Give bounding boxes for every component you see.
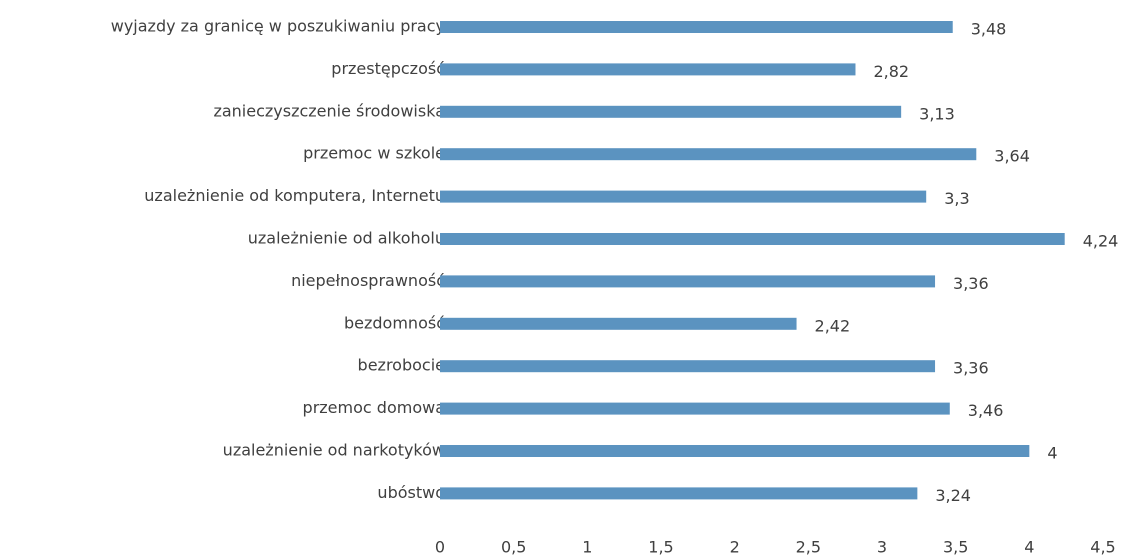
bar	[440, 21, 953, 33]
bar	[440, 317, 797, 330]
x-tick-label: 4,5	[1090, 538, 1115, 557]
bar	[440, 233, 1065, 245]
x-tick-label: 1	[582, 538, 592, 557]
y-tick-label: bezdomność	[344, 313, 445, 332]
x-tick-label: 3	[877, 538, 887, 557]
bar	[440, 487, 918, 500]
y-tick-label: wyjazdy za granicę w poszukiwaniu pracy	[111, 17, 445, 36]
y-tick-label: przemoc domowa	[303, 398, 445, 417]
bar	[440, 190, 927, 203]
data-label: 3,13	[919, 104, 955, 123]
x-tick-label: 1,5	[648, 538, 673, 557]
data-label: 3,3	[944, 189, 969, 208]
bar	[440, 105, 902, 118]
data-label: 2,82	[873, 62, 909, 81]
x-tick-label: 4	[1024, 538, 1034, 557]
data-label: 3,48	[971, 20, 1007, 39]
data-label: 3,64	[994, 147, 1030, 166]
bar	[440, 148, 977, 161]
x-tick-label: 0,5	[501, 538, 526, 557]
y-tick-label: uzależnienie od komputera, Internetu	[144, 186, 445, 205]
y-tick-label: niepełnosprawność	[291, 271, 445, 290]
y-tick-label: uzależnienie od narkotyków	[223, 441, 445, 460]
data-label: 3,24	[935, 486, 971, 505]
data-label: 4,24	[1083, 232, 1119, 251]
bar	[440, 402, 950, 415]
y-tick-label: ubóstwo	[377, 483, 445, 502]
data-label: 2,42	[815, 316, 851, 335]
x-tick-label: 2	[730, 538, 740, 557]
bar	[440, 445, 1030, 457]
data-label: 3,36	[953, 274, 989, 293]
x-tick-label: 2,5	[796, 538, 821, 557]
y-tick-label: bezrobocie	[358, 356, 445, 375]
x-tick-label: 0	[435, 538, 445, 557]
y-tick-label: zanieczyszczenie środowiska	[213, 101, 445, 120]
x-tick-label: 3,5	[943, 538, 968, 557]
data-label: 4	[1047, 444, 1057, 463]
bar	[440, 360, 936, 373]
bar	[440, 63, 856, 76]
bar	[440, 275, 936, 288]
y-tick-label: przemoc w szkole	[303, 144, 445, 163]
y-tick-label: przestępczość	[331, 59, 445, 78]
data-label: 3,36	[953, 359, 989, 378]
data-label: 3,46	[968, 401, 1004, 420]
y-tick-label: uzależnienie od alkoholu	[248, 229, 445, 248]
